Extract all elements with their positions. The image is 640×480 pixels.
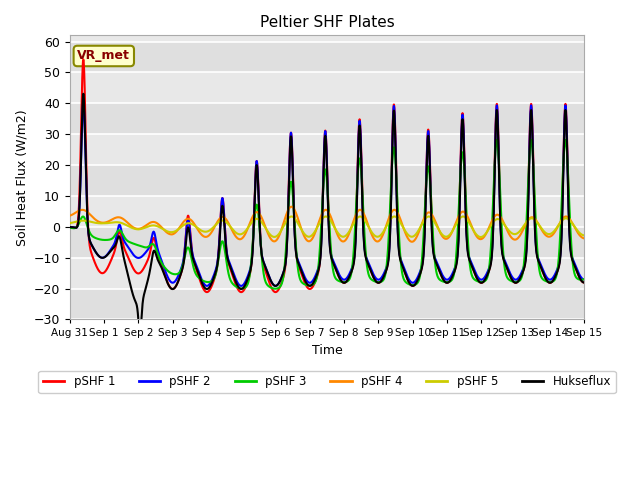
- Bar: [70, 288, 584, 319]
- Text: VR_met: VR_met: [77, 49, 131, 62]
- Y-axis label: Soil Heat Flux (W/m2): Soil Heat Flux (W/m2): [15, 109, 28, 246]
- Bar: [70, 41, 584, 72]
- X-axis label: Time: Time: [312, 344, 342, 357]
- Title: Peltier SHF Plates: Peltier SHF Plates: [260, 15, 394, 30]
- Legend: pSHF 1, pSHF 2, pSHF 3, pSHF 4, pSHF 5, Hukseflux: pSHF 1, pSHF 2, pSHF 3, pSHF 4, pSHF 5, …: [38, 371, 616, 393]
- Bar: [70, 227, 584, 258]
- Bar: [70, 165, 584, 196]
- Bar: [70, 103, 584, 134]
